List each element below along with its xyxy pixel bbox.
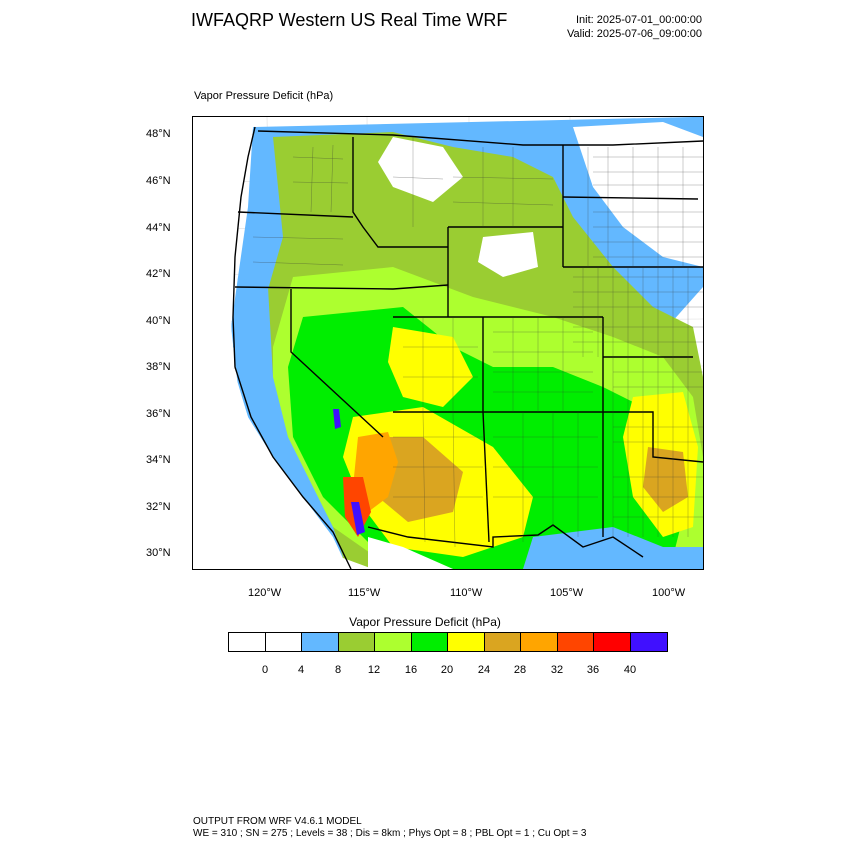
colorbar-tick-40: 40: [623, 664, 637, 676]
lat-label-38: 38°N: [146, 361, 171, 373]
footer-config-line: WE = 310 ; SN = 275 ; Levels = 38 ; Dis …: [193, 828, 587, 839]
land-gulf-blue: [523, 527, 703, 569]
land-blue-desert-hotspot: [351, 502, 365, 535]
land-white-patch-east: [573, 122, 703, 267]
colorbar-swatch-0: [229, 633, 266, 651]
colorbar-swatch-2: [302, 633, 339, 651]
lat-label-30: 30°N: [146, 547, 171, 559]
lon-label-100: 100°W: [652, 587, 686, 599]
vpd-map: [193, 117, 703, 569]
colorbar-swatch-10: [594, 633, 631, 651]
init-time: Init: 2025-07-01_00:00:00: [576, 14, 702, 26]
plot-title: IWFAQRP Western US Real Time WRF: [191, 10, 508, 30]
lat-label-32: 32°N: [146, 501, 171, 513]
lat-label-44: 44°N: [146, 222, 171, 234]
lon-label-115: 115°W: [348, 587, 381, 599]
field-subtitle: Vapor Pressure Deficit (hPa): [194, 90, 334, 102]
land-white-patch-montana: [378, 137, 463, 202]
lat-label-40: 40°N: [146, 315, 171, 327]
colorbar: [228, 632, 668, 652]
colorbar-title: Vapor Pressure Deficit (hPa): [349, 615, 501, 629]
lat-label-46: 46°N: [146, 175, 171, 187]
colorbar-swatch-3: [338, 633, 375, 651]
lat-label-48: 48°N: [146, 128, 171, 140]
colorbar-tick-28: 28: [513, 664, 527, 676]
colorbar-swatch-11: [630, 633, 667, 651]
lat-label-34: 34°N: [146, 454, 171, 466]
gulf-of-california: [368, 537, 453, 569]
colorbar-swatch-8: [521, 633, 558, 651]
colorbar-tick-24: 24: [477, 664, 491, 676]
lon-label-105: 105°W: [550, 587, 584, 599]
lon-label-110: 110°W: [450, 587, 483, 599]
footer-model-line: OUTPUT FROM WRF V4.6.1 MODEL: [193, 816, 362, 827]
valid-time: Valid: 2025-07-06_09:00:00: [567, 28, 702, 40]
colorbar-tick-4: 4: [297, 664, 305, 676]
lon-label-120: 120°W: [248, 587, 282, 599]
colorbar-swatch-1: [265, 633, 302, 651]
land-goldenrod-texas: [643, 447, 688, 512]
pacific-ocean: [193, 117, 348, 569]
colorbar-tick-20: 20: [440, 664, 454, 676]
colorbar-tick-36: 36: [586, 664, 600, 676]
map-panel: [192, 116, 704, 570]
colorbar-swatch-9: [557, 633, 594, 651]
colorbar-tick-16: 16: [404, 664, 418, 676]
colorbar-tick-32: 32: [550, 664, 564, 676]
lat-label-36: 36°N: [146, 408, 171, 420]
land-purple-death-valley: [333, 409, 341, 429]
colorbar-tick-8: 8: [334, 664, 342, 676]
colorbar-swatch-5: [411, 633, 448, 651]
colorbar-swatch-7: [484, 633, 521, 651]
colorbar-tick-0: 0: [261, 664, 269, 676]
colorbar-swatch-4: [375, 633, 412, 651]
land-coast-blue: [231, 277, 343, 569]
colorbar-swatch-6: [448, 633, 485, 651]
colorbar-tick-12: 12: [367, 664, 381, 676]
land-white-patch-wyoming: [478, 232, 538, 277]
lat-label-42: 42°N: [146, 268, 171, 280]
